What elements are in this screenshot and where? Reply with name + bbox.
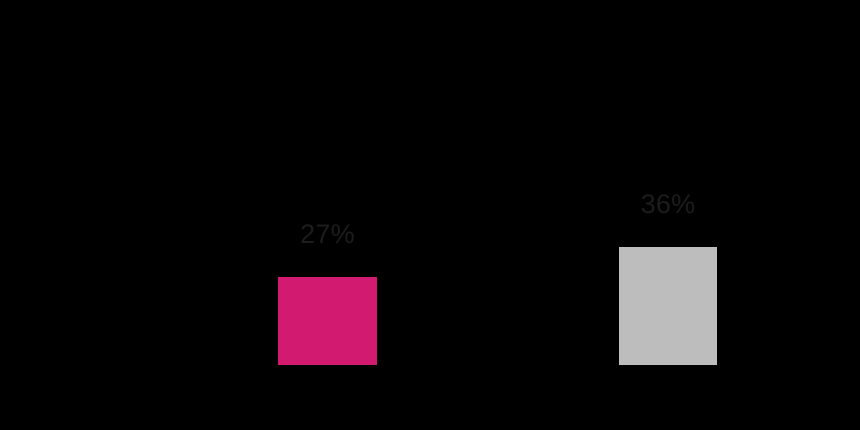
bar-rect[interactable]	[278, 277, 377, 365]
bar-value-label: 27%	[300, 219, 355, 249]
bar-rect[interactable]	[619, 247, 717, 365]
bar-value-label: 36%	[640, 189, 696, 219]
bar-group[interactable]: 27%	[278, 221, 377, 365]
bar-group[interactable]: 36%	[619, 191, 717, 365]
